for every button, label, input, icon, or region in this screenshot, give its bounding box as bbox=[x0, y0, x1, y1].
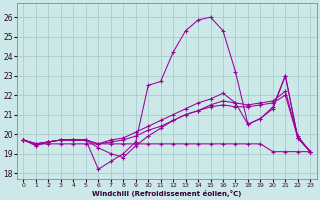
X-axis label: Windchill (Refroidissement éolien,°C): Windchill (Refroidissement éolien,°C) bbox=[92, 190, 242, 197]
